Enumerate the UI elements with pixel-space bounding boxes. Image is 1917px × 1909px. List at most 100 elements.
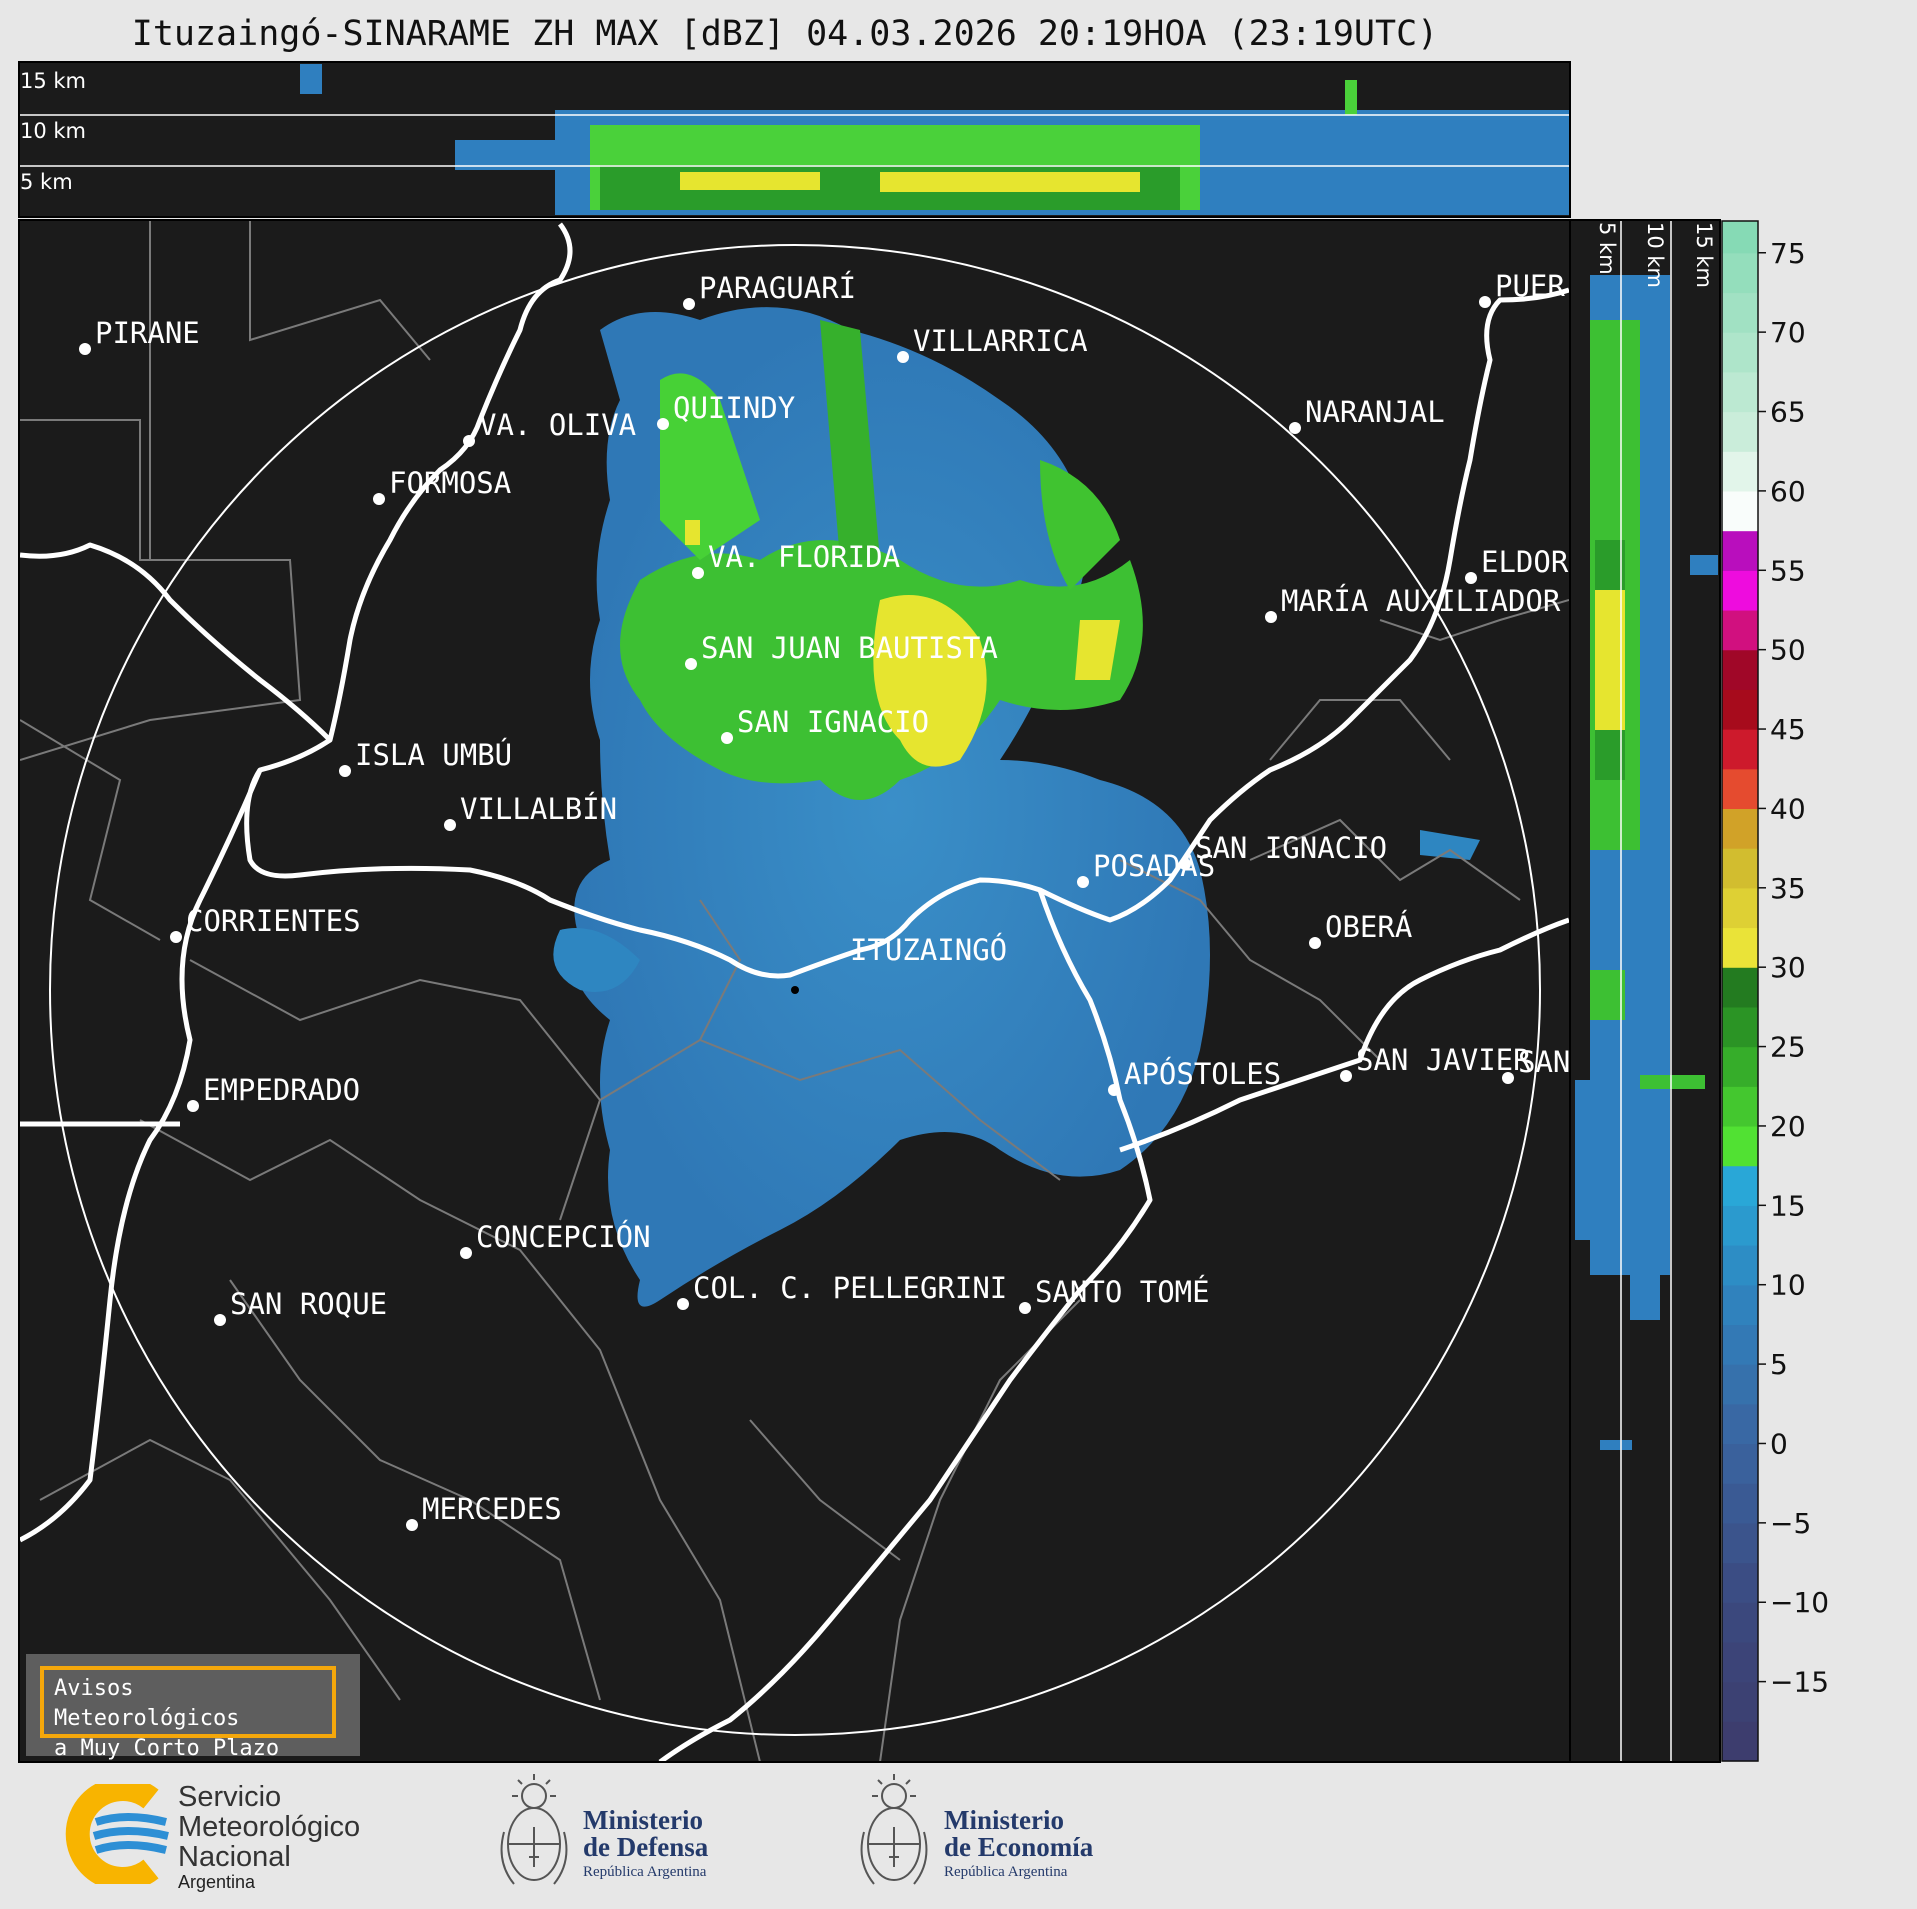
city-marker bbox=[1502, 1072, 1514, 1084]
city-marker bbox=[339, 765, 351, 777]
colorbar-segment bbox=[1722, 609, 1758, 651]
colorbar-segment bbox=[1722, 649, 1758, 690]
city-marker bbox=[463, 435, 475, 447]
colorbar-segment bbox=[1722, 1641, 1758, 1683]
city-marker bbox=[721, 732, 733, 744]
colorbar-segment bbox=[1722, 1681, 1758, 1722]
colorbar-tick-label: 40 bbox=[1770, 792, 1806, 825]
colorbar-segment bbox=[1722, 1006, 1758, 1048]
colorbar-segment bbox=[1722, 292, 1758, 333]
colorbar-segment bbox=[1722, 252, 1758, 294]
city-label: VILLALBÍN bbox=[460, 792, 617, 826]
range-ring bbox=[49, 244, 1541, 1736]
city-marker bbox=[685, 658, 697, 670]
colorbar-segment bbox=[1722, 768, 1758, 810]
city-marker bbox=[406, 1519, 418, 1531]
city-marker bbox=[214, 1314, 226, 1326]
city-label: SAN JAVIER bbox=[1356, 1043, 1531, 1077]
city-label: MARÍA AUXILIADOR bbox=[1281, 584, 1561, 618]
city-label: VILLARRICA bbox=[913, 324, 1088, 358]
colorbar-segment bbox=[1722, 848, 1758, 889]
colorbar-segment bbox=[1722, 1364, 1758, 1405]
colorbar-segment bbox=[1722, 1443, 1758, 1484]
colorbar-segment bbox=[1722, 570, 1758, 611]
radar-site-label: ITUZAINGÓ bbox=[850, 933, 1007, 967]
colorbar-tick-label: 25 bbox=[1770, 1031, 1806, 1064]
colorbar-tick-label: 65 bbox=[1770, 396, 1806, 429]
colorbar-segment bbox=[1722, 1403, 1758, 1445]
city-label: ISLA UMBÚ bbox=[355, 738, 512, 772]
top-height-label-10km: 10 km bbox=[20, 119, 86, 143]
city-marker bbox=[1019, 1302, 1031, 1314]
city-marker bbox=[1077, 876, 1089, 888]
city-marker bbox=[373, 493, 385, 505]
colorbar-segment bbox=[1722, 927, 1758, 968]
side-height-label-15km: 15 km bbox=[1692, 222, 1716, 288]
colorbar-tick-label: 35 bbox=[1770, 872, 1806, 905]
colorbar-segment bbox=[1722, 1125, 1758, 1167]
city-label: EMPEDRADO bbox=[203, 1073, 360, 1107]
city-label: PUER bbox=[1495, 269, 1565, 303]
province-outlines bbox=[20, 221, 1569, 1761]
colorbar-segment bbox=[1722, 1284, 1758, 1326]
city-marker bbox=[1309, 937, 1321, 949]
city-marker bbox=[897, 351, 909, 363]
top-cross-section-content bbox=[20, 64, 1569, 215]
colorbar-tick-label: −15 bbox=[1770, 1666, 1829, 1699]
colorbar-tick-label: 15 bbox=[1770, 1189, 1806, 1222]
city-label: OBERÁ bbox=[1325, 910, 1412, 944]
city-marker bbox=[677, 1298, 689, 1310]
colorbar-segment bbox=[1722, 1721, 1758, 1762]
colorbar-tick-label: 30 bbox=[1770, 951, 1806, 984]
colorbar-tick-label: 70 bbox=[1770, 316, 1806, 349]
country-borders bbox=[20, 222, 1569, 1761]
colorbar-segment bbox=[1722, 1602, 1758, 1643]
city-marker bbox=[187, 1100, 199, 1112]
city-label: SAN IGNACIO bbox=[737, 705, 929, 739]
colorbar-segment bbox=[1722, 1165, 1758, 1206]
colorbar-segment bbox=[1722, 967, 1758, 1008]
coat-of-arms-icon bbox=[860, 1774, 928, 1885]
city-label: ELDOR bbox=[1481, 545, 1569, 579]
colorbar-segment bbox=[1722, 1324, 1758, 1365]
city-marker bbox=[1265, 611, 1277, 623]
colorbar-segment bbox=[1722, 411, 1758, 452]
colorbar-segment bbox=[1722, 1562, 1758, 1603]
city-label: SAN ROQUE bbox=[230, 1287, 387, 1321]
colorbar-tick-label: −5 bbox=[1770, 1507, 1811, 1540]
colorbar-segment bbox=[1722, 332, 1758, 373]
city-label: PARAGUARÍ bbox=[699, 271, 856, 305]
city-marker bbox=[1179, 858, 1191, 870]
city-marker bbox=[692, 567, 704, 579]
city-label: CONCEPCIÓN bbox=[476, 1220, 651, 1254]
city-marker bbox=[1479, 296, 1491, 308]
colorbar-tick-label: 10 bbox=[1770, 1269, 1806, 1302]
colorbar-segment bbox=[1722, 221, 1758, 254]
colorbar-segment bbox=[1722, 689, 1758, 730]
colorbar-tick-label: 50 bbox=[1770, 634, 1806, 667]
city-marker bbox=[444, 819, 456, 831]
warning-line-2: a Muy Corto Plazo bbox=[54, 1736, 280, 1761]
city-marker bbox=[683, 298, 695, 310]
city-label: NARANJAL bbox=[1305, 395, 1445, 429]
city-label: QUIINDY bbox=[673, 391, 795, 425]
side-cross-section-content bbox=[1575, 221, 1718, 1761]
smn-logo-icon bbox=[65, 1784, 169, 1884]
city-label: APÓSTOLES bbox=[1124, 1057, 1281, 1091]
colorbar-segment bbox=[1722, 490, 1758, 532]
colorbar-segment bbox=[1722, 1483, 1758, 1524]
colorbar-tick-label: 60 bbox=[1770, 475, 1806, 508]
city-marker bbox=[170, 931, 182, 943]
city-layer: PIRANE PARAGUARÍ VILLARRICA VA. OLIVA QUIIND… bbox=[79, 269, 1569, 1531]
warning-line-1: Avisos Meteorológicos bbox=[54, 1676, 240, 1731]
city-label: SAN IGNACIO bbox=[1195, 831, 1387, 865]
colorbar-segment bbox=[1722, 530, 1758, 571]
city-marker bbox=[1340, 1070, 1352, 1082]
city-label: SAN JUAN BAUTISTA bbox=[701, 631, 998, 665]
smn-logo-text: Servicio Meteorológico Nacional Argentin… bbox=[178, 1781, 361, 1892]
reflectivity-echoes bbox=[553, 307, 1480, 1307]
city-marker bbox=[79, 343, 91, 355]
economia-logo-text: Ministerio de Economía República Argenti… bbox=[944, 1805, 1094, 1881]
city-marker bbox=[1108, 1084, 1120, 1096]
